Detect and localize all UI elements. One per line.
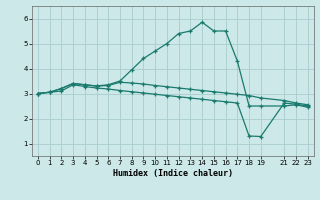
X-axis label: Humidex (Indice chaleur): Humidex (Indice chaleur)	[113, 169, 233, 178]
